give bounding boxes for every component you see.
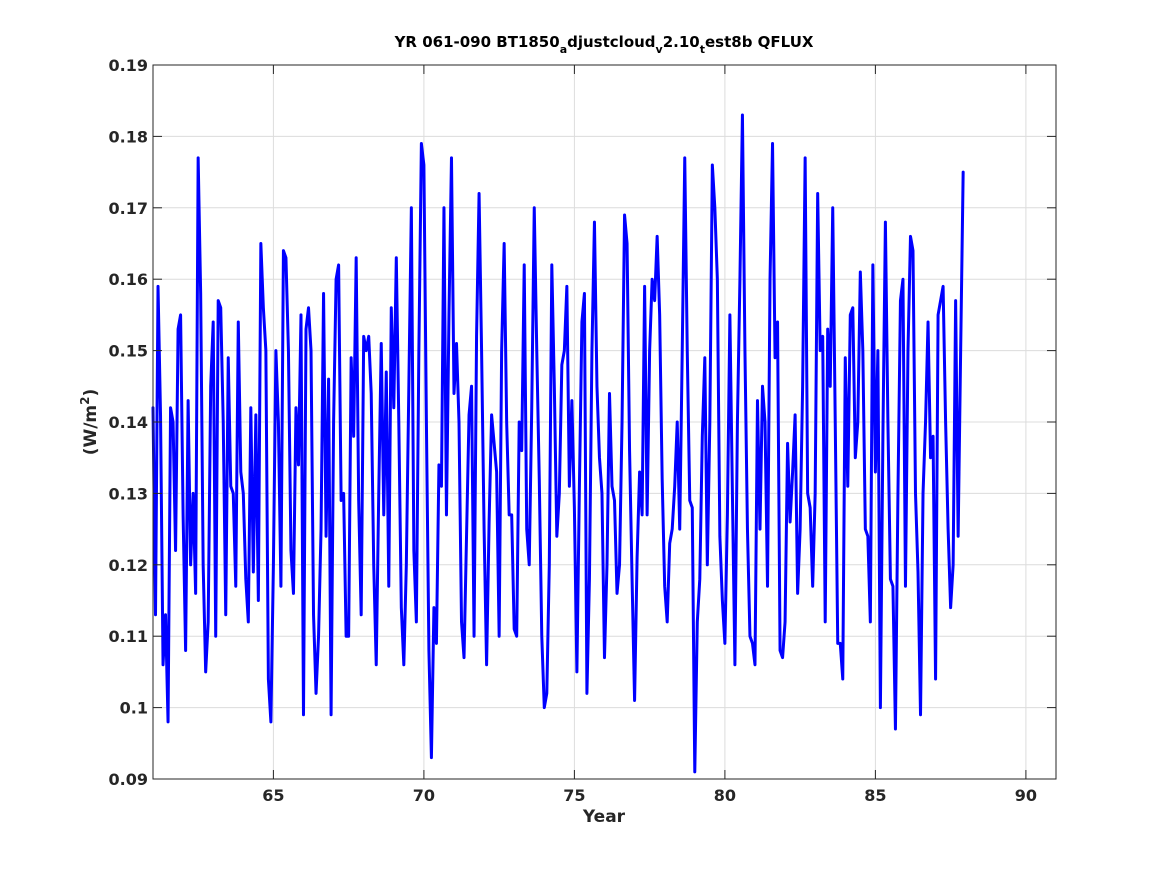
x-tick-label: 80: [714, 786, 736, 805]
axis-ticks: [153, 64, 1056, 780]
series-line: [151, 113, 965, 774]
title-segment: 2.10: [663, 33, 700, 51]
y-tick-label: 0.12: [109, 556, 148, 575]
y-tick-labels: 0.09 0.1 0.11 0.12 0.13 0.14 0.15 0.16 0.17 0.18 0…: [109, 56, 148, 789]
x-tick-labels: 65 70 75 80 85 90: [262, 786, 1037, 805]
y-tick-label: 0.09: [109, 770, 148, 789]
title-segment: YR 061-090 BT1850: [394, 33, 560, 51]
y-axis-label-end: ): [81, 389, 101, 397]
x-tick-label: 75: [563, 786, 585, 805]
x-axis-label: Year: [582, 807, 626, 827]
title-segment: djustcloud: [567, 33, 655, 51]
y-tick-label: 0.11: [109, 627, 148, 646]
x-tick-label: 85: [864, 786, 886, 805]
title-subscript: a: [560, 43, 567, 56]
y-tick-label: 0.17: [109, 199, 148, 218]
y-tick-label: 0.1: [120, 699, 148, 718]
title-subscript: t: [700, 43, 705, 56]
y-tick-label: 0.13: [109, 484, 148, 503]
y-axis-label-main: (W/m: [81, 405, 101, 455]
x-tick-label: 65: [262, 786, 284, 805]
y-tick-label: 0.16: [109, 270, 148, 289]
chart-title: YR 061-090 BT1850adjustcloudv2.10test8b …: [394, 33, 814, 56]
y-axis-label-sup: 2: [78, 396, 92, 404]
y-tick-label: 0.14: [109, 413, 148, 432]
y-tick-label: 0.18: [109, 127, 148, 146]
y-tick-label: 0.19: [109, 56, 148, 75]
y-axis-label: (W/m2): [78, 389, 101, 456]
title-segment: est8b QFLUX: [705, 33, 814, 51]
title-subscript: v: [656, 43, 664, 56]
series-group: [151, 113, 965, 774]
x-tick-label: 90: [1015, 786, 1037, 805]
x-tick-label: 70: [413, 786, 435, 805]
y-tick-label: 0.15: [109, 342, 148, 361]
